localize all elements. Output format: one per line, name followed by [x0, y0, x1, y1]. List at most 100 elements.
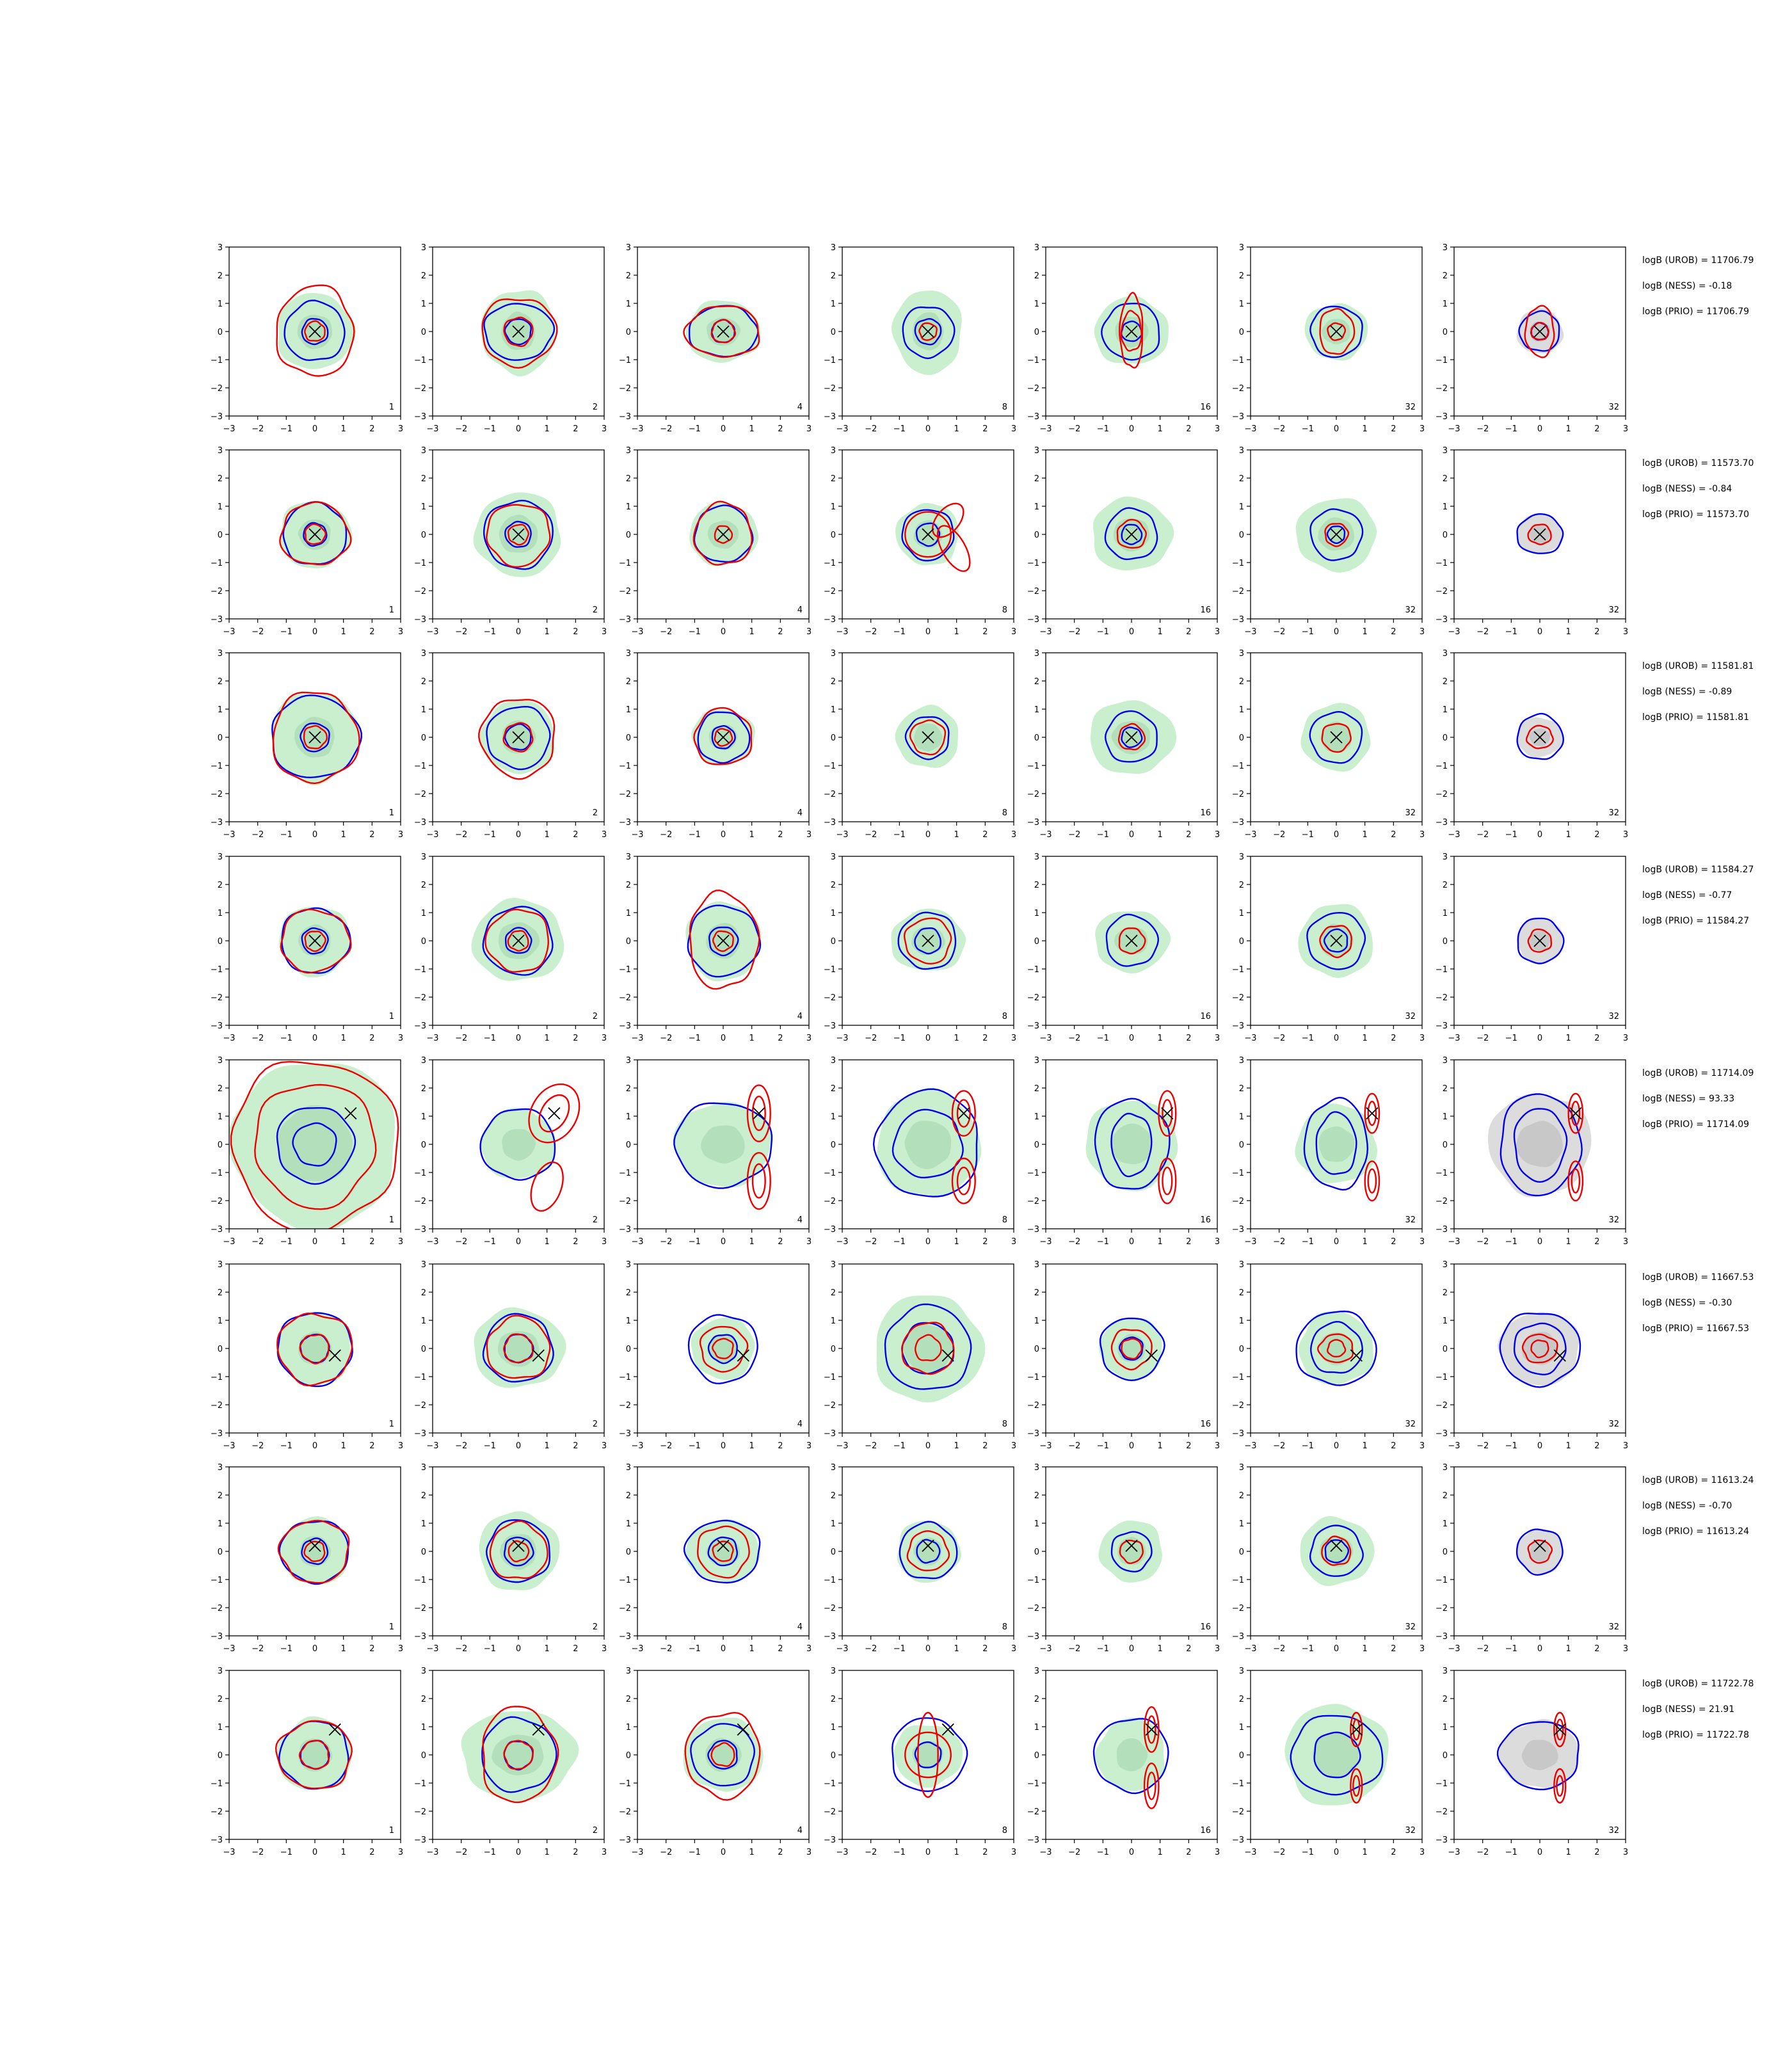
x-tick-label: −3: [1244, 1848, 1256, 1857]
x-tick-label: 2: [369, 627, 374, 637]
x-tick-label: −3: [1244, 1441, 1256, 1451]
y-tick-label: −2: [1027, 1401, 1039, 1411]
x-tick-label: −3: [1244, 424, 1256, 434]
x-tick-label: −3: [1039, 1848, 1052, 1857]
y-tick-label: −3: [824, 1225, 836, 1235]
x-tick-label: −2: [660, 1848, 672, 1857]
logb-stat: logB (UROB) = 11613.24: [1642, 1475, 1754, 1485]
x-tick-label: −2: [1068, 424, 1080, 434]
x-tick-label: −1: [1505, 627, 1517, 637]
y-tick-label: −3: [1436, 1836, 1448, 1845]
x-tick-label: −1: [280, 1848, 292, 1857]
logb-stat: logB (PRIO) = 11714.09: [1642, 1119, 1749, 1130]
panel-r8-c1: −3−3 −2 −2 −1 −1 0 0 1 1 2 2 3 3 1: [211, 1667, 403, 1857]
y-tick-label: 1: [626, 300, 631, 309]
y-tick-label: −2: [414, 790, 426, 799]
x-tick-label: 3: [602, 830, 607, 840]
x-tick-label: 3: [1011, 1441, 1016, 1451]
x-tick-label: 3: [1623, 1848, 1628, 1857]
y-tick-label: −1: [1232, 559, 1244, 568]
x-tick-label: −2: [1068, 1848, 1080, 1857]
contour-red: [1321, 723, 1352, 753]
density-core: [1117, 1537, 1146, 1565]
contour-red: [712, 1338, 734, 1359]
panel-count-label: 32: [1608, 808, 1619, 818]
x-tick-label: 0: [1537, 1441, 1542, 1451]
panel-count-label: 8: [1002, 1826, 1007, 1836]
contour-red: [901, 1322, 955, 1375]
x-tick-label: 3: [602, 627, 607, 637]
y-tick-label: −1: [211, 559, 223, 568]
contour-red: [915, 1334, 942, 1361]
x-tick-label: −2: [252, 424, 264, 434]
y-tick-label: −2: [1232, 1401, 1244, 1411]
panel-count-label: 32: [1405, 808, 1416, 818]
x-tick-label: 2: [778, 1441, 783, 1451]
x-tick-label: 2: [778, 1237, 783, 1247]
x-tick-label: 3: [806, 1034, 812, 1043]
y-tick-label: 2: [1034, 677, 1039, 687]
contour-red: [1524, 305, 1555, 358]
y-tick-label: 1: [831, 502, 836, 512]
x-tick-label: −2: [1476, 1441, 1489, 1451]
contour-red: [1143, 1762, 1160, 1809]
y-tick-label: −1: [1027, 1576, 1039, 1585]
x-tick-label: −2: [660, 1237, 672, 1247]
density-core: [913, 1537, 942, 1565]
y-tick-label: 1: [218, 1316, 223, 1326]
contour-blue: [1121, 524, 1143, 545]
y-tick-label: 1: [831, 909, 836, 918]
x-tick-label: 2: [1186, 424, 1191, 434]
y-tick-label: 3: [1034, 1667, 1039, 1676]
contour-red: [1364, 1160, 1380, 1202]
x-tick-label: 0: [312, 424, 317, 434]
contour-red: [1158, 1157, 1177, 1204]
y-tick-label: 2: [218, 474, 223, 484]
contour-blue: [1110, 1112, 1153, 1178]
true-value-marker: [1350, 1723, 1363, 1736]
y-tick-label: −2: [211, 1197, 223, 1206]
x-tick-label: −3: [631, 1848, 643, 1857]
true-value-marker: [512, 731, 525, 744]
panel-r3-c2: −3−3 −2 −2 −1 −1 0 0 1 1 2 2 3 3 2: [414, 649, 607, 840]
panel-r2-c5: −3−3 −2 −2 −1 −1 0 0 1 1 2 2 3 3 16: [1027, 446, 1220, 637]
panel-count-label: 4: [797, 1420, 803, 1429]
panel-r6-c5: −3−3 −2 −2 −1 −1 0 0 1 1 2 2 3 3 16: [1027, 1260, 1220, 1451]
contour-blue: [1516, 513, 1564, 554]
y-tick-label: 2: [218, 1084, 223, 1094]
panel-count-label: 32: [1405, 1622, 1416, 1632]
x-tick-label: 2: [982, 424, 988, 434]
y-tick-label: 0: [1034, 328, 1039, 337]
x-tick-label: 1: [545, 830, 550, 840]
x-tick-label: −3: [426, 830, 438, 840]
contour-red: [1553, 1711, 1567, 1747]
x-tick-label: 2: [1391, 1034, 1396, 1043]
x-tick-label: 0: [925, 1034, 931, 1043]
x-tick-label: −3: [631, 424, 643, 434]
contour-red: [1367, 1100, 1377, 1126]
x-tick-label: 0: [312, 627, 317, 637]
panel-count-label: 2: [593, 808, 598, 818]
contour-blue: [301, 927, 329, 955]
panel-count-label: 16: [1200, 1826, 1211, 1836]
x-tick-label: 0: [516, 1644, 521, 1654]
y-tick-label: −3: [1232, 1632, 1244, 1642]
panel-count-label: 8: [1002, 1012, 1007, 1021]
contour-red: [304, 523, 326, 545]
x-tick-label: −2: [1476, 1848, 1489, 1857]
y-tick-label: 3: [626, 1260, 631, 1270]
y-tick-label: 2: [421, 677, 426, 687]
contour-red: [254, 1084, 377, 1210]
y-tick-label: 0: [218, 937, 223, 947]
contour-blue: [482, 906, 554, 976]
density-core: [492, 1734, 544, 1775]
panel-count-label: 32: [1608, 1420, 1619, 1429]
x-tick-label: 2: [1186, 1237, 1191, 1247]
x-tick-label: −1: [484, 1644, 496, 1654]
y-tick-label: −2: [824, 1807, 836, 1817]
x-tick-label: −2: [1273, 627, 1285, 637]
panel-r2-c7: −3−3 −2 −2 −1 −1 0 0 1 1 2 2 3 3 32: [1436, 446, 1628, 637]
x-tick-label: 1: [341, 830, 346, 840]
x-tick-label: 0: [721, 1644, 726, 1654]
logb-stat: logB (PRIO) = 11581.81: [1642, 712, 1749, 723]
